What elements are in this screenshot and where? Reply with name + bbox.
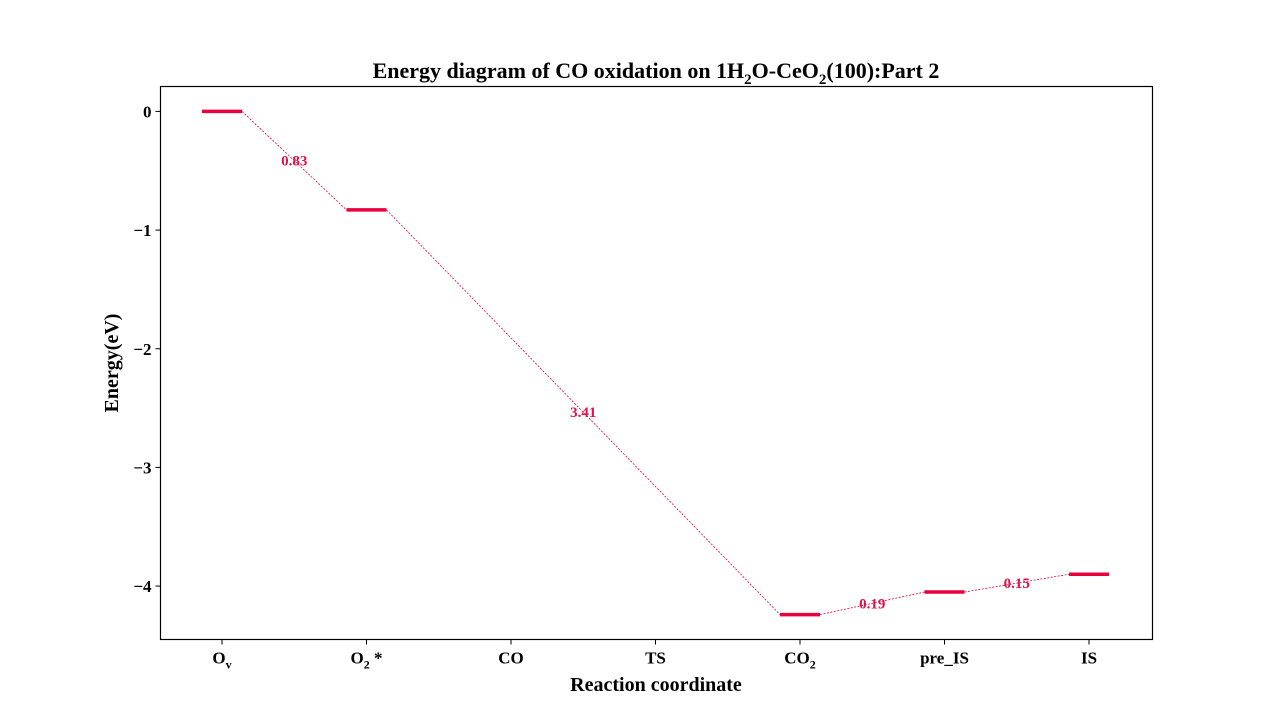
energy-levels [202,109,1109,617]
x-tick-label: CO2 [784,649,816,672]
x-tick-label: O2 * [351,649,383,672]
connector-line [819,591,925,615]
y-axis-label: Energy(eV) [101,314,123,413]
x-tick-label-main: TS [645,649,666,668]
x-tick-label-subscript: 2 [364,658,370,672]
connector-line [241,111,347,211]
y-tick-label: −1 [133,221,151,240]
connector-lines [241,111,1070,615]
x-tick-label-main: IS [1081,649,1097,668]
x-tick-label-main: O [212,649,225,668]
y-axis-ticks: 0 −1 −2 −3 −4 [133,102,161,596]
x-tick-label-suffix: * [370,649,383,668]
title-subscript-1: 2 [744,72,752,88]
x-axis-label: Reaction coordinate [570,674,742,696]
y-tick-label: −4 [133,577,152,596]
x-tick-label-main: O [351,649,364,668]
barrier-label: 0.15 [1004,576,1030,592]
connector-line [964,573,1070,593]
chart-title: Energy diagram of CO oxidation on 1H2O-C… [373,58,940,88]
barrier-labels: 0.83 3.41 0.19 0.15 [281,154,1030,613]
title-part-3: (100):Part 2 [826,58,939,83]
x-tick-label: CO [498,649,524,668]
y-tick-label: 0 [143,102,152,121]
x-tick-label: Ov [212,649,231,672]
x-tick-label-main: CO [498,649,524,668]
y-tick-label: −2 [133,340,151,359]
title-part-1: Energy diagram of CO oxidation on 1H [373,58,745,83]
plot-area-frame [159,85,1154,641]
x-axis-ticks: Ov O2 * CO TS CO2 pre_IS IS [212,639,1097,672]
barrier-label: 0.83 [281,154,307,170]
barrier-label: 3.41 [570,405,596,421]
y-tick-label: −3 [133,458,151,477]
x-tick-label-main: CO [784,649,810,668]
x-tick-label: IS [1081,649,1097,668]
x-tick-label-subscript: v [226,658,232,672]
x-tick-label-subscript: 2 [810,658,816,672]
x-tick-label: TS [645,649,666,668]
x-tick-label: pre_IS [920,649,969,668]
title-subscript-2: 2 [819,72,827,88]
connector-line [386,209,781,615]
title-part-2: O-CeO [752,58,819,83]
x-tick-label-main: pre_IS [920,649,969,668]
barrier-label: 0.19 [859,596,885,612]
